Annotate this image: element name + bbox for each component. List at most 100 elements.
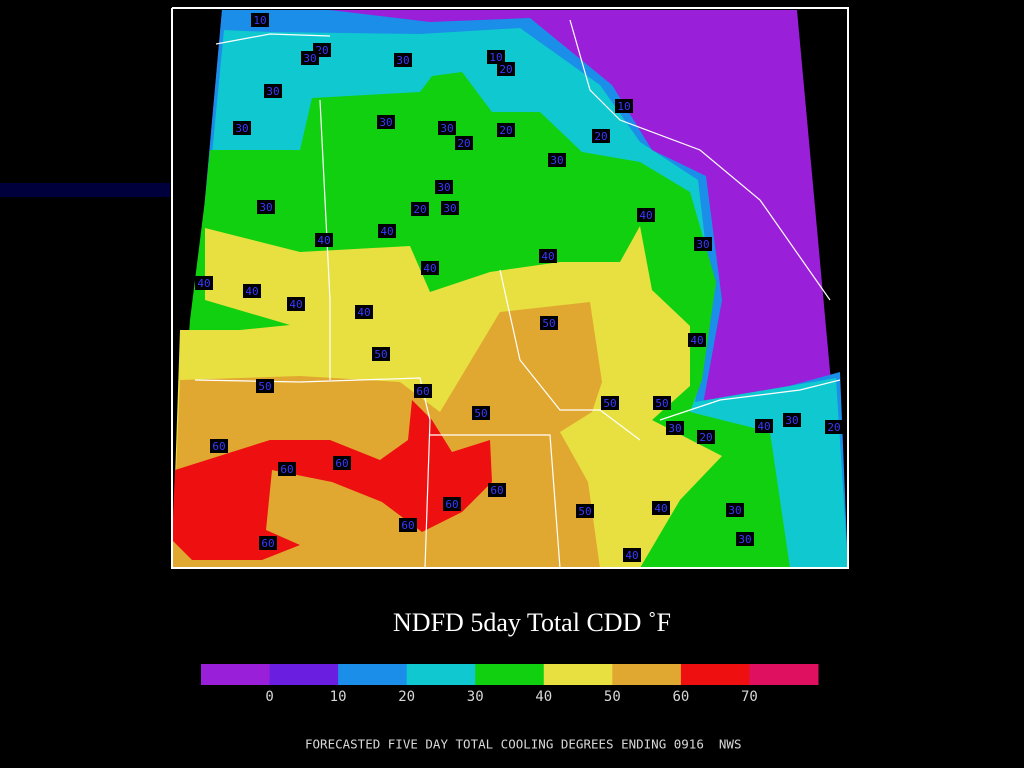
- label-box: [783, 413, 801, 427]
- contour-label: 40: [380, 225, 393, 238]
- boundary: [569, 19, 831, 301]
- legend-tick-label: 20: [398, 689, 415, 705]
- contour-label: 40: [690, 334, 703, 347]
- contour-label: 40: [245, 285, 258, 298]
- label-box: [455, 136, 473, 150]
- contour-label: 40: [639, 209, 652, 222]
- label-box: [399, 518, 417, 532]
- contour-label: 20: [413, 203, 426, 216]
- contour-label: 30: [440, 122, 453, 135]
- contour-label: 60: [335, 457, 348, 470]
- region-orange: [172, 302, 602, 568]
- contour-label: 30: [303, 52, 316, 65]
- map-title: NDFD 5day Total CDD ˚F: [393, 608, 671, 637]
- side-bar: [0, 183, 170, 197]
- label-box: [377, 115, 395, 129]
- label-box: [435, 180, 453, 194]
- label-box: [315, 233, 333, 247]
- contour-label: 30: [259, 201, 272, 214]
- label-box: [623, 548, 641, 562]
- contour-label: 40: [654, 502, 667, 515]
- label-box: [278, 462, 296, 476]
- label-box: [333, 456, 351, 470]
- contour-label: 30: [437, 181, 450, 194]
- label-box: [487, 50, 505, 64]
- contour-label: 60: [445, 498, 458, 511]
- contour-label: 60: [401, 519, 414, 532]
- contour-label: 40: [289, 298, 302, 311]
- label-box: [394, 53, 412, 67]
- legend-swatch: [406, 664, 476, 685]
- contour-label: 30: [785, 414, 798, 427]
- contour-label: 30: [738, 533, 751, 546]
- contour-label: 10: [253, 14, 266, 27]
- legend-tick-label: 50: [604, 689, 621, 705]
- legend-tick-label: 10: [330, 689, 347, 705]
- contour-label: 20: [499, 124, 512, 137]
- contour-label: 40: [625, 549, 638, 562]
- contour-label: 40: [197, 277, 210, 290]
- label-box: [378, 224, 396, 238]
- contour-label: 30: [235, 122, 248, 135]
- contour-label: 60: [280, 463, 293, 476]
- contour-label: 50: [655, 397, 668, 410]
- contour-label: 50: [542, 317, 555, 330]
- contour-label: 30: [696, 238, 709, 251]
- label-box: [210, 439, 228, 453]
- label-box: [666, 421, 684, 435]
- label-box: [548, 153, 566, 167]
- footer: FORECASTED FIVE DAY TOTAL COOLING DEGREE…: [305, 737, 742, 752]
- contour-label: 60: [416, 385, 429, 398]
- contour-label: 50: [603, 397, 616, 410]
- contour-label: 30: [728, 504, 741, 517]
- color-legend: 0 10 20 30 40 50 60 70: [201, 664, 819, 705]
- boundary: [499, 269, 641, 441]
- legend-swatch: [338, 664, 408, 685]
- contour-label: 20: [594, 130, 607, 143]
- contour-label: 40: [423, 262, 436, 275]
- legend-tick-label: 40: [535, 689, 552, 705]
- boundary: [215, 33, 331, 45]
- contour-label: 60: [490, 484, 503, 497]
- label-box: [497, 123, 515, 137]
- legend-swatch: [201, 664, 271, 685]
- contour-label: 50: [258, 380, 271, 393]
- boundary: [659, 379, 841, 421]
- label-box: [694, 237, 712, 251]
- contour-label: 40: [317, 234, 330, 247]
- contour-label: 20: [499, 63, 512, 76]
- label-box: [726, 503, 744, 517]
- label-box: [652, 501, 670, 515]
- contour-label: 40: [357, 306, 370, 319]
- legend-swatch: [612, 664, 682, 685]
- label-box: [251, 13, 269, 27]
- label-box: [472, 406, 490, 420]
- legend-tick-label: 60: [672, 689, 689, 705]
- contour-label: 20: [457, 137, 470, 150]
- label-box: [592, 129, 610, 143]
- boundary: [430, 434, 561, 569]
- label-box: [540, 316, 558, 330]
- label-box: [825, 420, 843, 434]
- contour-label: 20: [827, 421, 840, 434]
- contour-label: 40: [757, 420, 770, 433]
- legend-swatch: [749, 664, 819, 685]
- label-box: [243, 284, 261, 298]
- legend-swatch: [475, 664, 545, 685]
- contour-label: 30: [668, 422, 681, 435]
- contour-label: 50: [578, 505, 591, 518]
- label-box: [195, 276, 213, 290]
- contour-label: 60: [261, 537, 274, 550]
- label-box: [264, 84, 282, 98]
- label-box: [233, 121, 251, 135]
- legend-tick-label: 30: [467, 689, 484, 705]
- label-box: [488, 483, 506, 497]
- label-box: [601, 396, 619, 410]
- contour-label: 20: [699, 431, 712, 444]
- contour-label: 30: [266, 85, 279, 98]
- legend-swatch: [269, 664, 339, 685]
- label-box: [576, 504, 594, 518]
